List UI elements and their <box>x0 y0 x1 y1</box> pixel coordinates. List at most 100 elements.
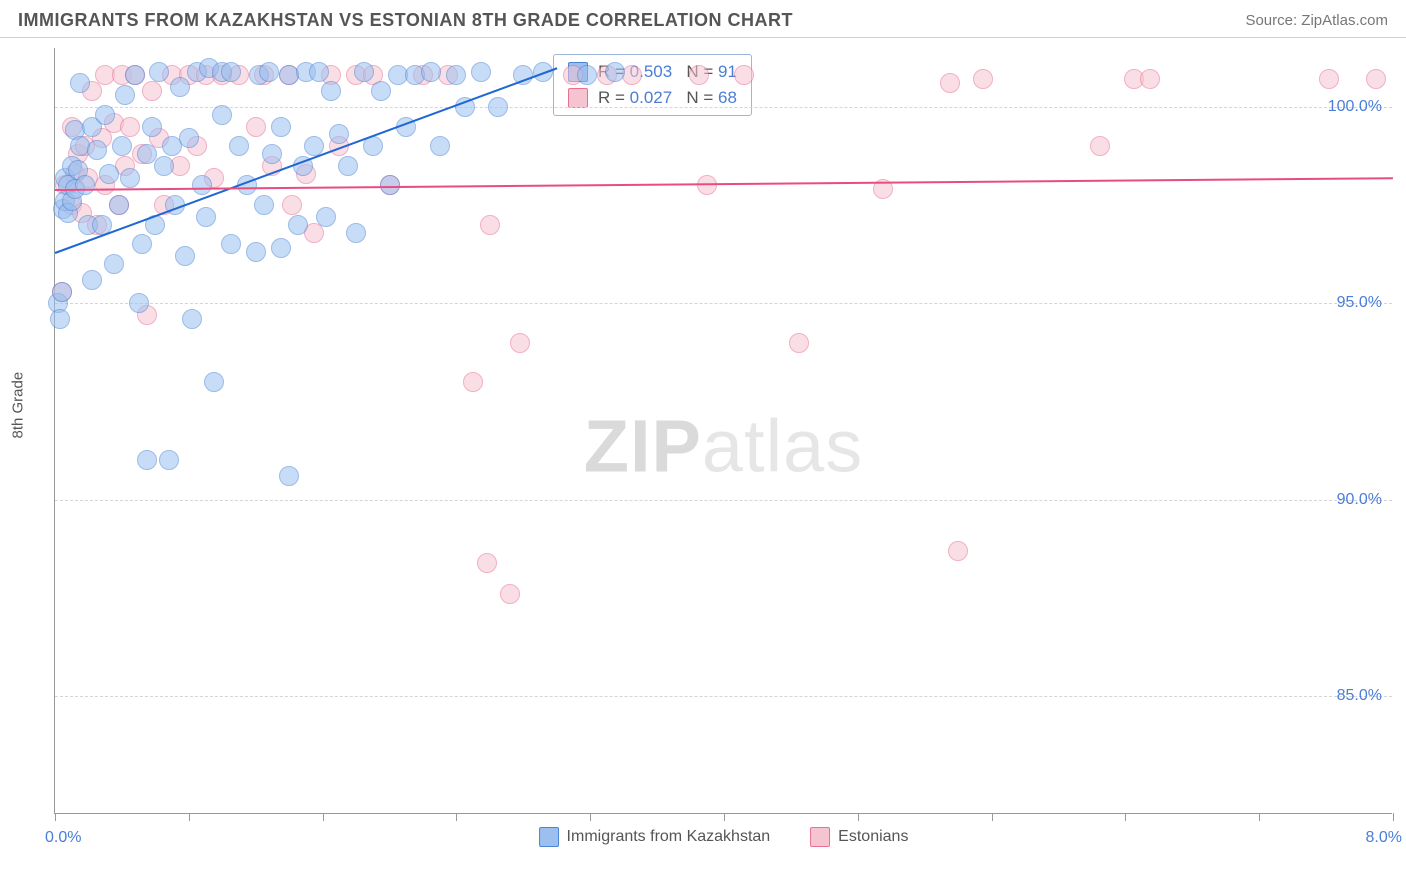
data-point <box>282 195 302 215</box>
data-point <box>279 466 299 486</box>
data-point <box>1366 69 1386 89</box>
data-point <box>329 124 349 144</box>
legend-label-series1: Immigrants from Kazakhstan <box>567 828 771 846</box>
data-point <box>115 85 135 105</box>
data-point <box>212 105 232 125</box>
x-tick <box>590 813 591 821</box>
data-point <box>480 215 500 235</box>
data-point <box>1090 136 1110 156</box>
data-point <box>346 223 366 243</box>
data-point <box>309 62 329 82</box>
y-tick-label: 90.0% <box>1337 491 1382 509</box>
y-tick-label: 95.0% <box>1337 294 1382 312</box>
data-point <box>159 450 179 470</box>
data-point <box>170 77 190 97</box>
data-point <box>132 234 152 254</box>
data-point <box>137 450 157 470</box>
gridline-h <box>55 696 1392 697</box>
data-point <box>112 136 132 156</box>
bottom-legend: Immigrants from Kazakhstan Estonians <box>539 827 909 847</box>
watermark: ZIPatlas <box>584 403 863 488</box>
data-point <box>254 195 274 215</box>
data-point <box>463 372 483 392</box>
x-tick <box>992 813 993 821</box>
data-point <box>120 168 140 188</box>
data-point <box>149 62 169 82</box>
data-point <box>354 62 374 82</box>
data-point <box>477 553 497 573</box>
chart-title: IMMIGRANTS FROM KAZAKHSTAN VS ESTONIAN 8… <box>18 10 793 31</box>
data-point <box>142 117 162 137</box>
x-tick <box>1393 813 1394 821</box>
data-point <box>87 140 107 160</box>
data-point <box>246 242 266 262</box>
legend-stats-text: R = 0.027 N = 68 <box>598 88 737 108</box>
watermark-bold: ZIP <box>584 404 702 487</box>
data-point <box>52 282 72 302</box>
data-point <box>196 207 216 227</box>
data-point <box>246 117 266 137</box>
data-point <box>229 136 249 156</box>
data-point <box>142 81 162 101</box>
data-point <box>316 207 336 227</box>
gridline-h <box>55 303 1392 304</box>
legend-label-series2: Estonians <box>838 828 908 846</box>
data-point <box>1319 69 1339 89</box>
data-point <box>288 215 308 235</box>
data-point <box>605 62 625 82</box>
data-point <box>259 62 279 82</box>
data-point <box>471 62 491 82</box>
data-point <box>421 62 441 82</box>
data-point <box>577 65 597 85</box>
data-point <box>734 65 754 85</box>
data-point <box>182 309 202 329</box>
data-point <box>697 175 717 195</box>
x-tick <box>323 813 324 821</box>
data-point <box>321 81 341 101</box>
data-point <box>95 105 115 125</box>
chart-plot-area: ZIPatlas R = 0.503 N = 91R = 0.027 N = 6… <box>54 48 1392 814</box>
data-point <box>154 156 174 176</box>
data-point <box>175 246 195 266</box>
data-point <box>271 238 291 258</box>
swatch-series2 <box>810 827 830 847</box>
data-point <box>75 175 95 195</box>
x-tick <box>1259 813 1260 821</box>
gridline-h <box>55 500 1392 501</box>
x-tick <box>55 813 56 821</box>
data-point <box>82 270 102 290</box>
x-tick <box>456 813 457 821</box>
x-tick <box>858 813 859 821</box>
data-point <box>129 293 149 313</box>
data-point <box>70 73 90 93</box>
data-point <box>510 333 530 353</box>
source-label: Source: ZipAtlas.com <box>1245 12 1388 29</box>
x-axis-min-label: 0.0% <box>45 829 81 847</box>
data-point <box>179 128 199 148</box>
legend-item-series1: Immigrants from Kazakhstan <box>539 827 771 847</box>
x-axis-max-label: 8.0% <box>1366 829 1402 847</box>
y-axis-title: 8th Grade <box>10 372 27 439</box>
data-point <box>371 81 391 101</box>
data-point <box>338 156 358 176</box>
x-tick <box>1125 813 1126 821</box>
data-point <box>104 254 124 274</box>
data-point <box>488 97 508 117</box>
data-point <box>125 65 145 85</box>
y-tick-label: 100.0% <box>1328 98 1382 116</box>
data-point <box>446 65 466 85</box>
x-tick <box>189 813 190 821</box>
x-tick <box>724 813 725 821</box>
data-point <box>940 73 960 93</box>
data-point <box>120 117 140 137</box>
data-point <box>1140 69 1160 89</box>
data-point <box>500 584 520 604</box>
data-point <box>109 195 129 215</box>
data-point <box>221 234 241 254</box>
y-tick-label: 85.0% <box>1337 687 1382 705</box>
header: IMMIGRANTS FROM KAZAKHSTAN VS ESTONIAN 8… <box>0 0 1406 38</box>
data-point <box>262 144 282 164</box>
watermark-rest: atlas <box>702 404 863 487</box>
data-point <box>689 65 709 85</box>
swatch-series1 <box>539 827 559 847</box>
